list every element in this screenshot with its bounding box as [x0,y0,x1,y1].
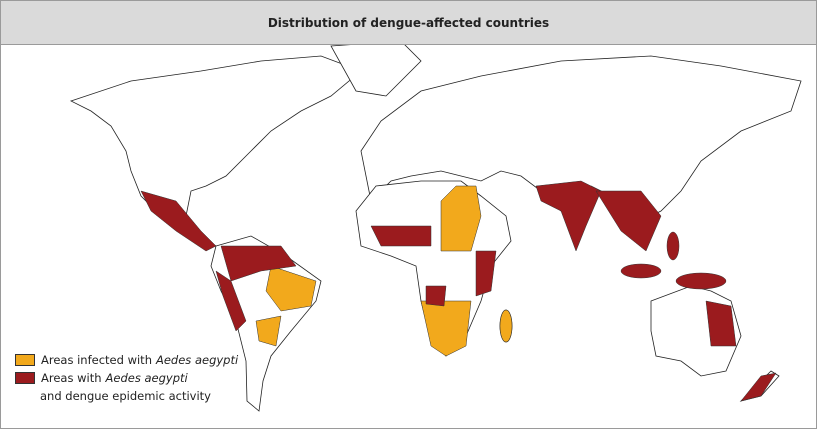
title: Distribution of dengue-affected countrie… [267,15,550,30]
legend: Areas infected with Aedes aegypti Areas w… [15,351,238,405]
legend-item: and dengue epidemic activity [40,387,238,405]
epidemic-region [425,285,447,307]
epidemic-region [475,250,497,297]
legend-item: Areas infected with Aedes aegypti [15,351,238,369]
epidemic-region [215,270,247,332]
epidemic-region [370,225,432,247]
legend-swatch [15,354,35,366]
legend-species: Aedes aegypti [105,371,188,385]
epidemic-region [595,190,662,252]
epidemic-region [220,245,297,282]
legend-text: and dengue epidemic activity [40,389,211,403]
north-america [69,55,362,247]
epidemic-region [620,263,662,279]
legend-text: Areas with [41,371,102,385]
legend-swatch [15,372,35,384]
aedes-region [440,185,482,252]
header: Distribution of dengue-affected countrie… [1,1,816,45]
world-map [69,45,802,412]
epidemic-region [666,231,680,261]
aedes-region [420,300,472,357]
epidemic-areas [140,180,777,402]
greenland [330,45,422,97]
aedes-region [265,265,317,312]
aedes-region [499,309,513,343]
epidemic-region [740,372,777,402]
epidemic-region [675,272,727,290]
aedes-region [255,315,282,347]
epidemic-region [140,190,217,252]
legend-species: Aedes aegypti [155,353,239,367]
legend-item: Areas with Aedes aegypti [15,369,238,387]
aedes-areas [255,185,513,357]
epidemic-region [535,180,602,252]
legend-text: Areas infected with [41,353,152,367]
epidemic-region [705,300,737,347]
